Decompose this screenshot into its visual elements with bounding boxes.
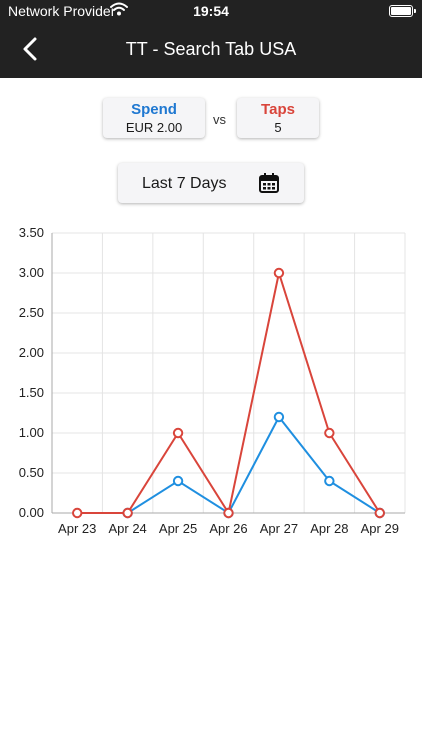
series-1-point [273,411,285,423]
series-2-point [374,507,385,519]
y-tick-label: 3.50 [19,225,44,240]
spend-metric-button[interactable]: Spend EUR 2.00 [103,98,205,138]
page-title: TT - Search Tab USA [125,39,297,59]
x-tick-label: Apr 27 [260,521,298,536]
date-range-button[interactable]: Last 7 Days [118,163,304,203]
y-tick-label: 0.00 [19,505,44,520]
y-tick-label: 2.00 [19,345,44,360]
y-tick-label: 0.50 [19,465,44,480]
status-bar: Network Provider 19:54 [0,0,422,22]
wifi-icon [110,2,128,19]
y-tick-label: 1.50 [19,385,44,400]
chevron-left-icon [23,37,37,61]
x-tick-label: Apr 28 [310,521,348,536]
y-tick-label: 1.00 [19,425,44,440]
y-tick-label: 3.00 [19,265,44,280]
x-tick-label: Apr 26 [209,521,247,536]
series-1-line [127,415,381,515]
status-time: 19:54 [193,3,229,19]
taps-value: 5 [274,120,282,135]
battery-icon [389,5,416,17]
taps-label: Taps [261,101,295,118]
series-2-point [324,427,335,439]
carrier-name: Network Provider [8,3,116,19]
x-tick-label: Apr 24 [108,521,146,536]
app-header: Network Provider 19:54 TT - Search Tab U… [0,0,422,78]
x-tick-label: Apr 25 [159,521,197,536]
spend-value: EUR 2.00 [125,120,183,135]
series-2-point [223,507,234,519]
series-1-point [172,475,184,487]
series-2-point [122,507,133,519]
series-1-point [324,475,335,487]
series-2-point [72,507,83,519]
calendar-icon [258,172,280,199]
x-tick-label: Apr 23 [58,521,96,536]
taps-metric-button[interactable]: Taps 5 [237,98,319,138]
back-button[interactable] [16,34,44,64]
date-range-label: Last 7 Days [142,175,227,192]
series-2-point [172,427,184,439]
x-tick-label: Apr 29 [361,521,399,536]
vs-label: vs [213,112,226,127]
spend-label: Spend [131,101,177,118]
y-tick-label: 2.50 [19,305,44,320]
series-2-point [273,267,285,279]
line-chart: 0.00 0.50 1.00 1.50 2.00 2.50 3.00 3.50 Apr 23 Ap… [19,225,406,536]
